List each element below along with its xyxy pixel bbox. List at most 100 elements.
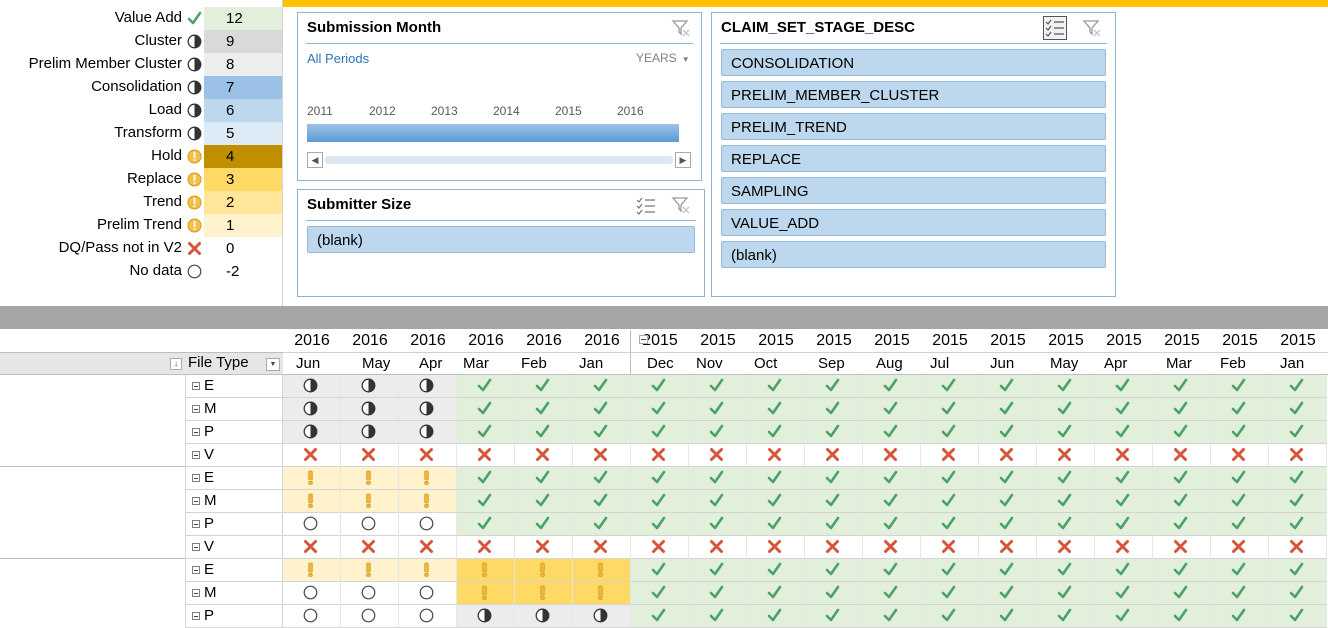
pivot-cell [1037,605,1095,628]
warning-icon [593,562,608,577]
pivot-cell [747,421,805,444]
check-icon [535,516,550,531]
submitter-size-item[interactable]: (blank) [307,226,695,253]
file-type-row-header[interactable]: M [185,398,283,421]
pivot-cell [747,398,805,421]
file-type-row-header[interactable]: E [185,467,283,490]
clear-filter-icon[interactable] [1082,18,1102,38]
timeline-scrollbar[interactable]: ◀ ▶ [307,152,691,168]
collapse-icon[interactable] [192,566,200,574]
stage-item[interactable]: VALUE_ADD [721,209,1106,236]
collapse-icon[interactable] [192,543,200,551]
clear-filter-icon[interactable] [671,195,691,215]
pivot-cell [689,605,747,628]
pivot-cell [341,513,399,536]
file-type-row-header[interactable]: M [185,582,283,605]
warning-circle-icon [187,218,202,233]
pivot-cell [399,490,457,513]
pivot-corner [0,329,283,352]
collapse-icon[interactable] [192,451,200,459]
timeline-title: Submission Month [307,19,442,36]
time-level-dropdown[interactable]: YEARS ▼ [636,51,690,65]
column-month-header: Feb [521,355,547,372]
submission-month-timeline[interactable]: Submission Month All Periods YEARS ▼ 2011… [297,12,702,181]
column-month-header: May [362,355,391,372]
column-month-header: Apr [1104,355,1128,372]
check-icon [593,378,608,393]
check-icon [825,585,840,600]
column-month-header: Jun [296,355,321,372]
collapse-icon[interactable] [192,497,200,505]
claim-set-stage-slicer[interactable]: CLAIM_SET_STAGE_DESC CONSOLIDATION PRELIM… [711,12,1116,297]
scroll-right-icon[interactable]: ▶ [675,152,691,168]
check-icon [187,11,202,26]
pivot-cell [1037,421,1095,444]
file-type-row-header[interactable]: P [185,605,283,628]
x-icon [303,447,318,462]
sort-icon[interactable]: ↓ [170,358,182,370]
check-icon [709,401,724,416]
check-icon [1173,470,1188,485]
legend-label: Replace [126,170,182,187]
legend-row: Value Add 12 [0,7,282,30]
stage-item[interactable]: PRELIM_MEMBER_CLUSTER [721,81,1106,108]
stage-item[interactable]: (blank) [721,241,1106,268]
check-icon [1057,608,1072,623]
warning-icon [477,562,492,577]
pivot-cell [921,513,979,536]
collapse-icon[interactable] [192,589,200,597]
stage-item[interactable]: PRELIM_TREND [721,113,1106,140]
file-type-row-header[interactable]: E [185,559,283,582]
file-type-row-header[interactable]: M [185,490,283,513]
collapse-icon[interactable] [192,382,200,390]
file-type-row-header[interactable]: E [185,375,283,398]
pivot-cell [573,490,631,513]
pivot-cell [1037,559,1095,582]
pivot-cell [399,582,457,605]
check-icon [709,378,724,393]
scroll-left-icon[interactable]: ◀ [307,152,323,168]
scroll-thumb[interactable] [325,156,673,164]
check-icon [767,516,782,531]
stage-item[interactable]: CONSOLIDATION [721,49,1106,76]
pivot-cell [1153,559,1211,582]
stage-item[interactable]: REPLACE [721,145,1106,172]
file-type-row-header[interactable]: V [185,536,283,559]
filter-dropdown-icon[interactable]: ▼ [266,358,280,371]
half-circle-icon [419,424,434,439]
submitter-size-slicer[interactable]: Submitter Size (blank) [297,189,705,297]
collapse-icon[interactable] [192,428,200,436]
pivot-cell [1037,444,1095,467]
empty-circle-icon [361,516,376,531]
pivot-cell [631,582,689,605]
pivot-cell [457,605,515,628]
check-icon [1115,493,1130,508]
file-type-row-header[interactable]: P [185,421,283,444]
pivot-cell [863,582,921,605]
pivot-cell [1095,421,1153,444]
pivot-cell [921,421,979,444]
x-icon [1231,539,1246,554]
pivot-cell [747,444,805,467]
file-type-row-header[interactable]: V [185,444,283,467]
file-type-row-header[interactable]: P [185,513,283,536]
pivot-cell [689,536,747,559]
collapse-icon[interactable] [192,474,200,482]
check-icon [1173,585,1188,600]
check-icon [1289,493,1304,508]
check-icon [651,516,666,531]
check-icon [709,516,724,531]
stage-item[interactable]: SAMPLING [721,177,1106,204]
collapse-icon[interactable] [192,612,200,620]
multi-select-icon[interactable] [1043,16,1067,40]
check-icon [999,401,1014,416]
multi-select-icon[interactable] [635,195,657,215]
timeline-selection-bar[interactable] [307,124,679,142]
x-icon [651,447,666,462]
collapse-icon[interactable] [192,520,200,528]
file-type-label: P [204,515,215,532]
clear-filter-icon[interactable] [671,18,691,38]
collapse-2015-icon[interactable] [639,335,648,344]
pivot-cell [1153,444,1211,467]
collapse-icon[interactable] [192,405,200,413]
